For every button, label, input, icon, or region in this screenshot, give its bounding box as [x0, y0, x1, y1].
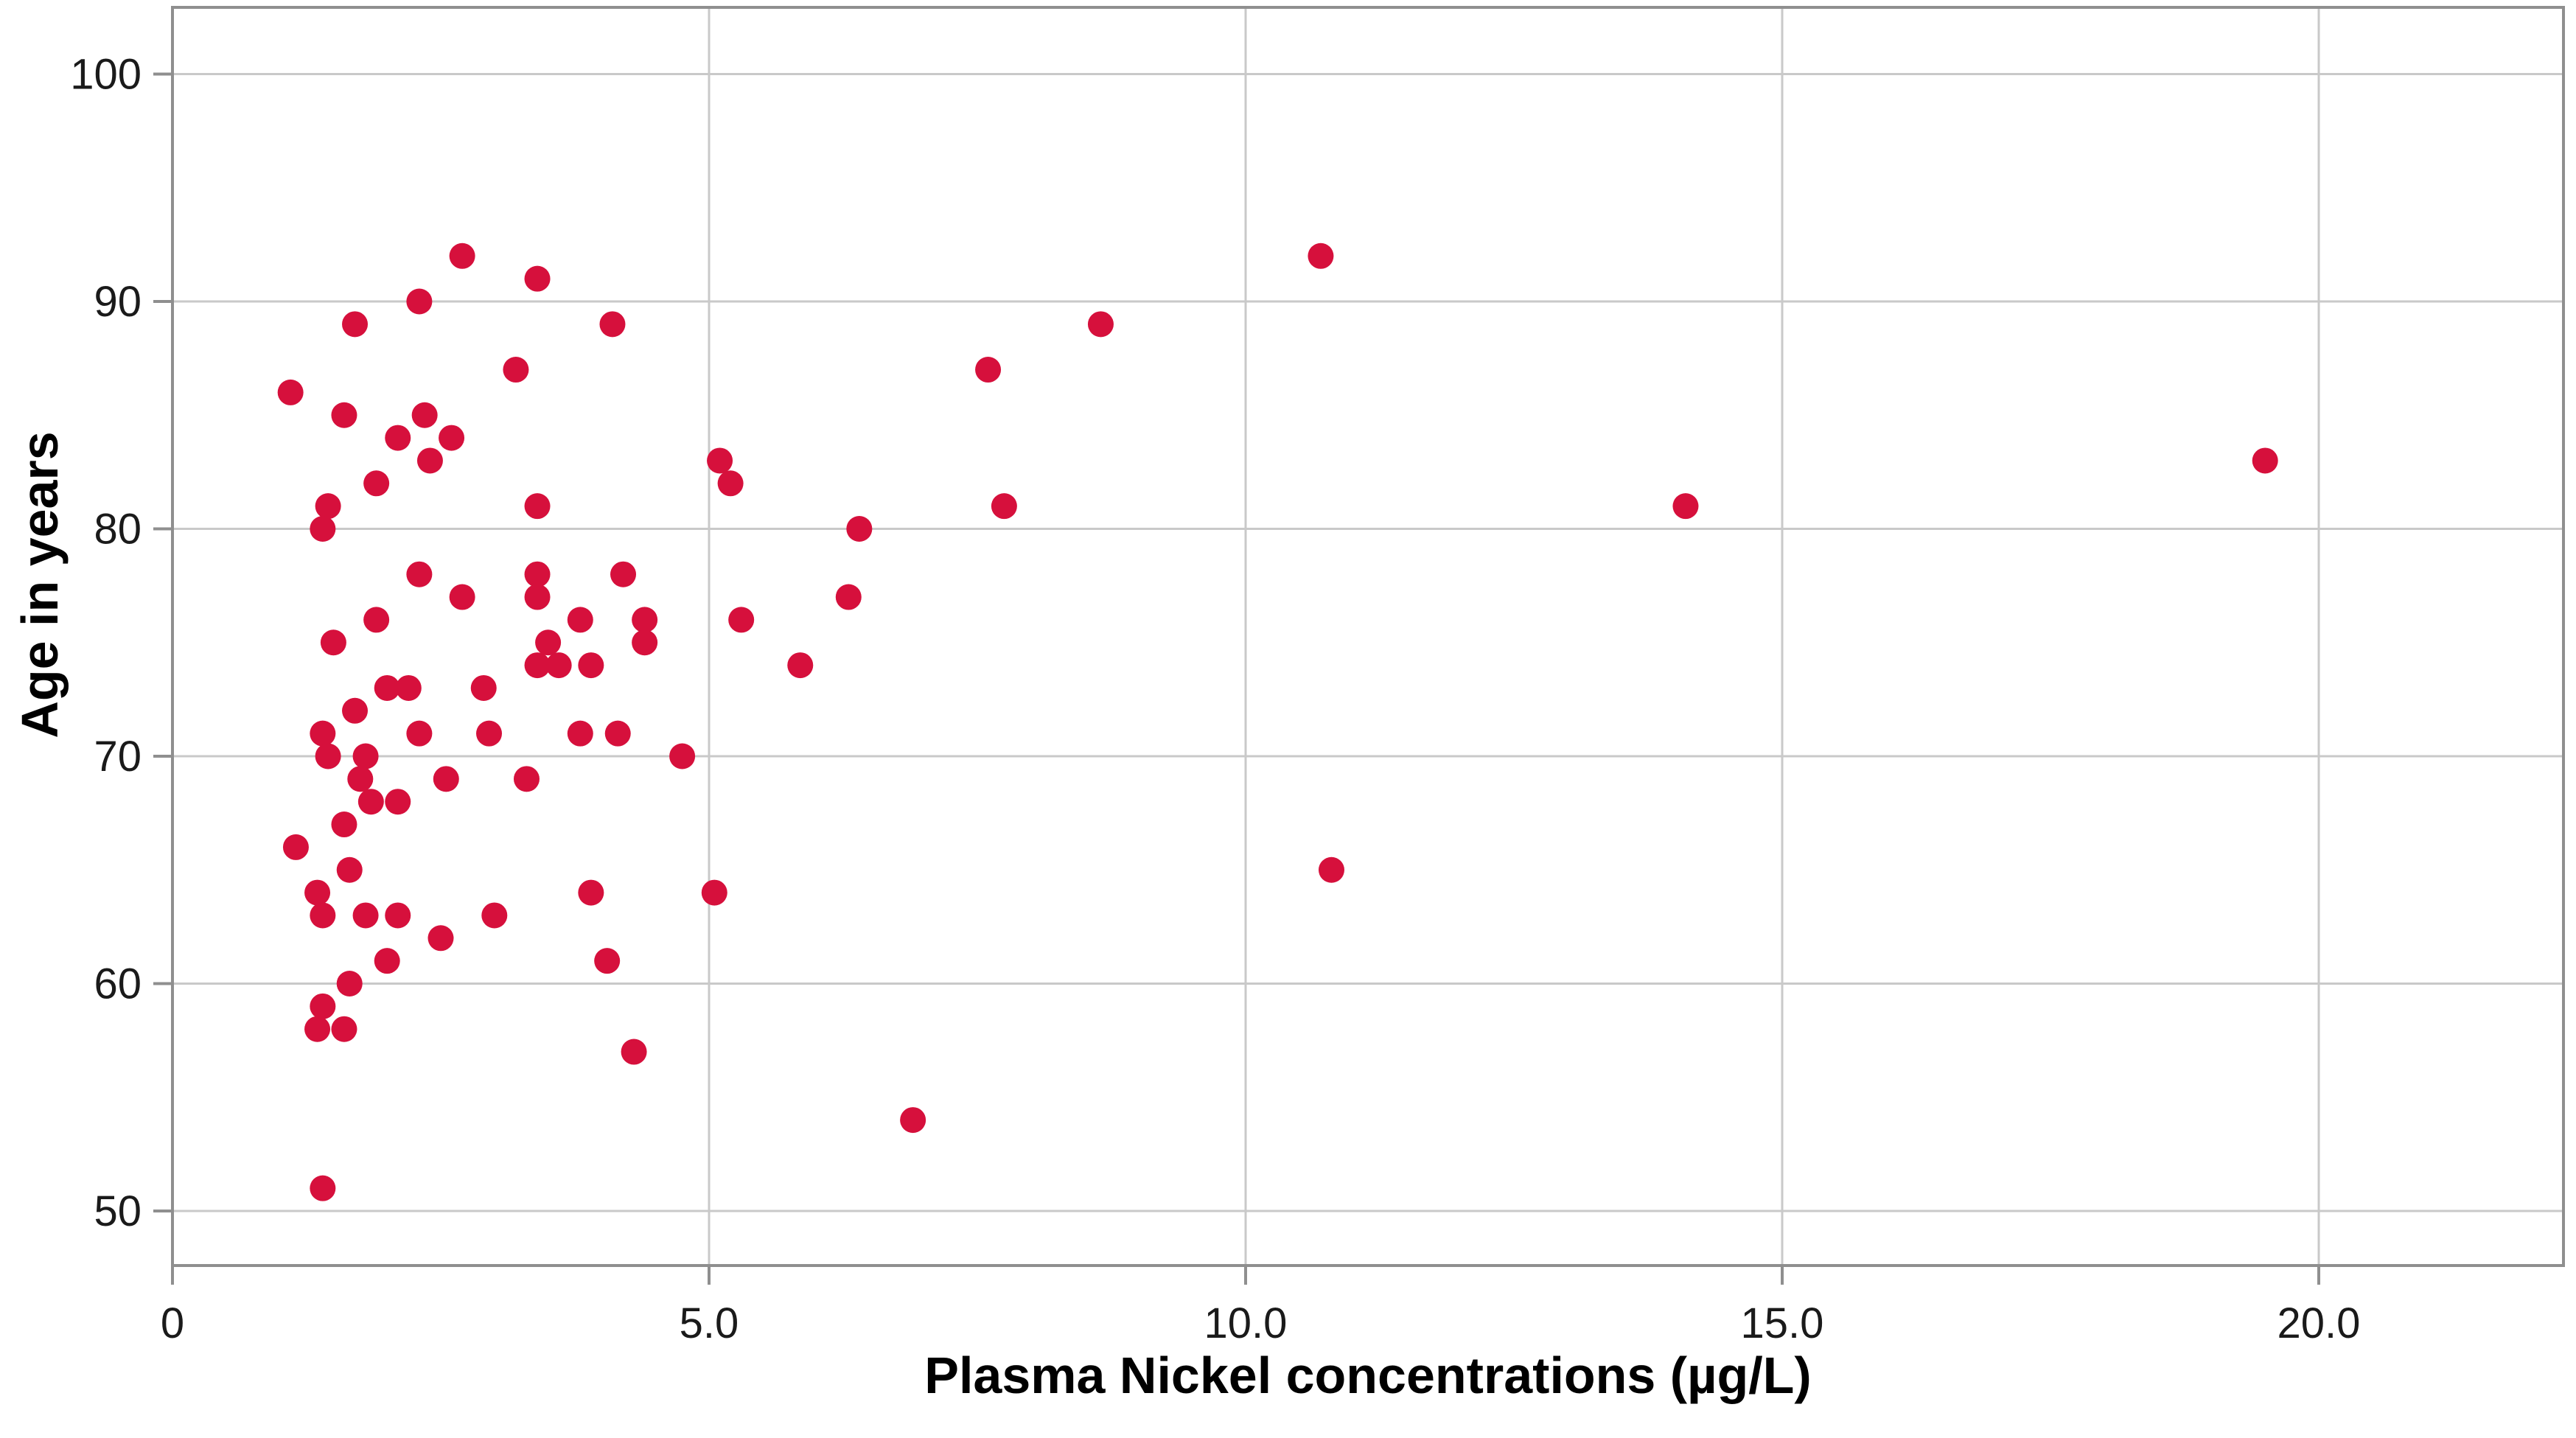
data-point [975, 357, 1002, 383]
data-point [304, 1016, 331, 1042]
data-point [385, 902, 411, 929]
data-point [991, 493, 1017, 520]
data-point [395, 674, 422, 701]
data-point [304, 879, 331, 906]
data-point [277, 379, 304, 405]
data-point [310, 902, 336, 929]
data-point [427, 925, 454, 952]
data-point [282, 834, 309, 860]
data-point [701, 879, 727, 906]
data-point [342, 311, 369, 338]
data-point [787, 652, 814, 679]
data-point [476, 720, 503, 747]
data-point [331, 812, 357, 838]
data-point [1672, 493, 1699, 520]
data-point [315, 743, 341, 769]
data-point [567, 720, 593, 747]
data-point [481, 902, 508, 929]
data-point [610, 561, 637, 587]
data-point [900, 1107, 926, 1134]
data-point [524, 652, 551, 679]
data-point [707, 447, 733, 474]
x-tick-label: 15.0 [1741, 1299, 1824, 1347]
data-point [411, 402, 438, 428]
data-point [567, 607, 593, 633]
data-point [578, 879, 604, 906]
data-point [374, 674, 400, 701]
data-point [310, 1175, 336, 1201]
data-point [524, 265, 551, 292]
data-point [604, 720, 631, 747]
data-point [374, 948, 400, 974]
y-tick-label: 80 [94, 506, 142, 554]
data-point [470, 674, 497, 701]
data-point [1318, 856, 1344, 883]
data-point [342, 697, 369, 724]
data-point [363, 607, 390, 633]
data-point [728, 607, 755, 633]
data-point [513, 766, 540, 792]
data-point [331, 1016, 357, 1042]
data-point [310, 993, 336, 1019]
x-tick-label: 20.0 [2277, 1299, 2361, 1347]
data-point [1308, 242, 1334, 269]
data-point [310, 516, 336, 542]
data-point [320, 629, 346, 656]
data-point [352, 743, 379, 769]
data-point [835, 584, 862, 610]
data-point [439, 425, 465, 451]
data-point [594, 948, 621, 974]
data-point [632, 607, 658, 633]
data-point [535, 629, 562, 656]
data-point [352, 902, 379, 929]
data-point [669, 743, 696, 769]
data-point [336, 971, 363, 997]
x-tick-label: 0 [161, 1299, 184, 1347]
data-point [363, 470, 390, 497]
data-point [2252, 447, 2278, 474]
y-tick-label: 70 [94, 733, 142, 781]
data-point [315, 493, 341, 520]
data-point [524, 584, 551, 610]
data-point [433, 766, 459, 792]
data-point [621, 1039, 647, 1065]
data-point [524, 493, 551, 520]
data-point [347, 766, 374, 792]
data-point [599, 311, 626, 338]
data-point [357, 789, 384, 815]
data-point [416, 447, 443, 474]
data-point [545, 652, 572, 679]
data-point [385, 789, 411, 815]
x-tick-label: 10.0 [1204, 1299, 1288, 1347]
data-point [449, 242, 475, 269]
y-tick-label: 50 [94, 1187, 142, 1235]
data-point [331, 402, 357, 428]
data-point [336, 856, 363, 883]
data-point [406, 288, 433, 315]
data-point [310, 720, 336, 747]
x-tick-label: 5.0 [680, 1299, 739, 1347]
data-point [406, 720, 433, 747]
data-point [632, 629, 658, 656]
data-point [406, 561, 433, 587]
y-axis-title: Age in years [11, 431, 69, 738]
y-tick-label: 100 [70, 51, 142, 99]
data-point [449, 584, 475, 610]
data-point [385, 425, 411, 451]
data-point [503, 357, 529, 383]
data-point [717, 470, 744, 497]
data-point [1087, 311, 1114, 338]
data-point [846, 516, 873, 542]
plot-frame [171, 6, 2565, 1267]
y-tick-label: 90 [94, 278, 142, 326]
data-point [578, 652, 604, 679]
x-axis-title: Plasma Nickel concentrations (µg/L) [924, 1347, 1811, 1404]
y-tick-label: 60 [94, 960, 142, 1008]
data-point [524, 561, 551, 587]
